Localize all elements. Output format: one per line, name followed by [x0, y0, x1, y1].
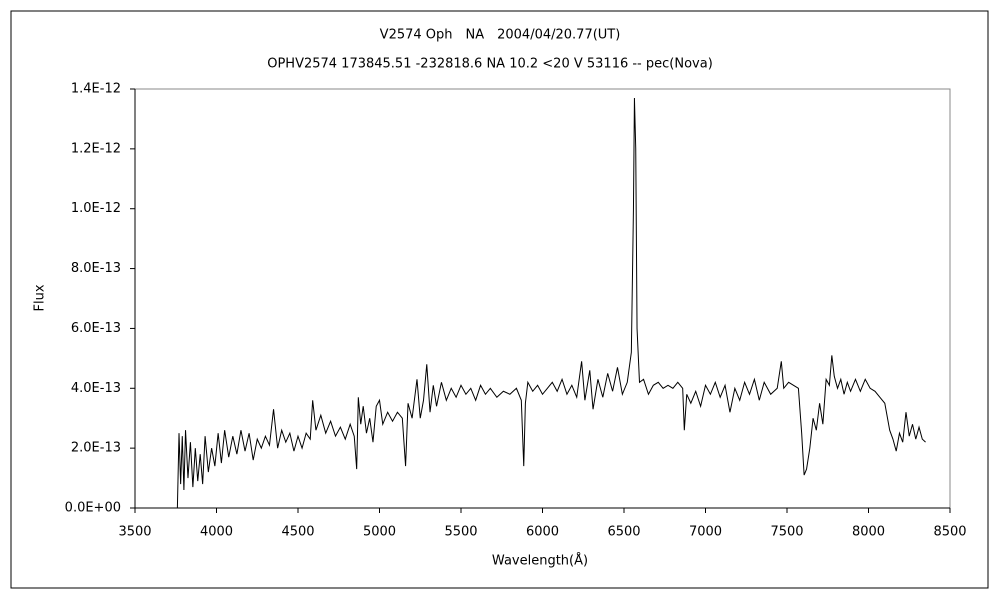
x-tick-label: 6000: [526, 525, 559, 540]
chart-subtitle: OPHV2574 173845.51 -232818.6 NA 10.2 <20…: [267, 57, 713, 72]
y-tick-label: 1.4E-12: [71, 82, 121, 97]
chart-title: V2574 Oph NA 2004/04/20.77(UT): [380, 28, 621, 43]
y-tick-label: 6.0E-13: [71, 321, 121, 336]
x-tick-label: 8000: [852, 525, 885, 540]
y-tick-label: 0.0E+00: [65, 501, 121, 516]
spectrum-line: [176, 97, 926, 509]
x-tick-label: 3500: [118, 525, 151, 540]
x-tick-label: 6500: [607, 525, 640, 540]
y-tick-label: 4.0E-13: [71, 381, 121, 396]
y-tick-label: 1.2E-12: [71, 141, 121, 156]
x-tick-label: 4000: [200, 525, 233, 540]
x-tick-label: 4500: [281, 525, 314, 540]
y-tick-label: 8.0E-13: [71, 261, 121, 276]
x-tick-label: 8500: [933, 525, 966, 540]
y-tick-label: 1.0E-12: [71, 201, 121, 216]
y-tick-label: 2.0E-13: [71, 441, 121, 456]
x-axis-label: Wavelength(Å): [492, 553, 588, 569]
x-tick-label: 5000: [363, 525, 396, 540]
y-axis-label: Flux: [33, 284, 48, 311]
x-tick-label: 5500: [444, 525, 477, 540]
x-tick-label: 7500: [770, 525, 803, 540]
x-tick-label: 7000: [689, 525, 722, 540]
plot-area: [134, 88, 951, 509]
